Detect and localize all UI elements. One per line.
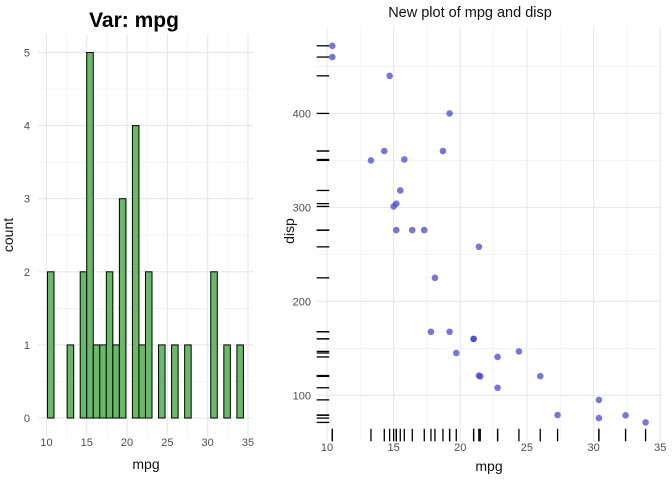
histogram-bar — [158, 344, 166, 419]
scatter-point — [452, 349, 460, 357]
scatter-point — [427, 328, 435, 336]
scatter-point — [642, 419, 649, 426]
scatter-point — [595, 396, 603, 404]
tick-label: 15 — [81, 437, 93, 449]
histogram-panel: 10 15 20 25 30 35 0 1 2 3 4 5 Var: mpg mpg count — [0, 9, 254, 472]
tick-label: 5 — [24, 47, 30, 59]
scatter-point — [439, 147, 447, 155]
histogram-bar — [184, 344, 192, 419]
histogram-y-tick-labels: 0 1 2 3 4 5 — [24, 47, 30, 425]
histogram-bar — [236, 344, 244, 419]
tick-label: 200 — [293, 296, 311, 308]
tick-label: 300 — [293, 202, 311, 214]
scatter-title: New plot of mpg and disp — [388, 5, 552, 21]
histogram-bar — [138, 344, 146, 419]
tick-label: 1 — [24, 340, 30, 352]
scatter-point — [446, 328, 453, 336]
scatter-point — [328, 53, 336, 61]
scatter-point — [536, 372, 544, 380]
scatter-point — [446, 110, 453, 117]
scatter-point — [396, 187, 404, 194]
tick-label: 4 — [24, 121, 30, 133]
tick-label: 25 — [161, 437, 173, 449]
scatter-point — [622, 411, 629, 419]
scatter-point — [390, 203, 397, 210]
tick-label: 35 — [242, 437, 254, 449]
scatter-point — [408, 226, 416, 234]
scatter-point — [494, 353, 501, 361]
histogram-bar — [66, 344, 75, 419]
scatter-point — [515, 348, 523, 355]
tick-label: 10 — [321, 442, 333, 454]
scatter-point — [475, 243, 483, 251]
scatter-point — [595, 414, 603, 422]
scatter-point — [475, 372, 483, 379]
histogram-y-axis-label: count — [0, 218, 16, 252]
scatter-point — [420, 226, 428, 234]
tick-label: 0 — [24, 413, 30, 425]
tick-label: 30 — [202, 437, 214, 449]
scatter-point — [431, 274, 439, 282]
histogram-bar — [105, 271, 114, 419]
scatter-minor-gridlines — [316, 27, 662, 442]
histogram-bar — [210, 271, 218, 419]
scatter-point — [367, 157, 375, 164]
tick-label: 35 — [654, 442, 666, 454]
scatter-y-tick-labels: 100 200 300 400 — [293, 108, 311, 402]
scatter-point — [392, 226, 400, 234]
scatter-panel: 10 15 20 25 30 35 100 200 300 400 New plot of mp… — [281, 5, 666, 474]
histogram-bar — [112, 344, 120, 419]
tick-label: 25 — [521, 442, 533, 454]
histogram-bar — [92, 344, 101, 419]
scatter-points — [328, 42, 649, 426]
scatter-x-axis-label: mpg — [475, 458, 502, 474]
histogram-bar — [223, 344, 231, 419]
scatter-y-axis-label: disp — [281, 218, 297, 244]
tick-label: 2 — [24, 267, 30, 279]
scatter-x-rug — [331, 428, 647, 442]
scatter-x-tick-labels: 10 15 20 25 30 35 — [321, 442, 667, 454]
histogram-bar — [131, 125, 140, 419]
tick-label: 20 — [454, 442, 466, 454]
histogram-bar — [171, 344, 179, 419]
scatter-point — [400, 156, 408, 163]
scatter-point — [380, 147, 388, 155]
tick-label: 15 — [387, 442, 399, 454]
tick-label: 100 — [293, 390, 311, 402]
scatter-major-gridlines — [316, 27, 662, 442]
scatter-point — [494, 384, 501, 392]
tick-label: 3 — [24, 194, 30, 206]
scatter-point — [554, 411, 561, 419]
histogram-bars — [46, 51, 244, 419]
histogram-x-tick-labels: 10 15 20 25 30 35 — [40, 437, 254, 449]
scatter-point — [328, 42, 336, 50]
histogram-x-axis-label: mpg — [132, 456, 159, 472]
histogram-title: Var: mpg — [89, 9, 179, 32]
histogram-bar — [99, 344, 107, 419]
tick-label: 20 — [121, 437, 133, 449]
histogram-bar — [118, 198, 127, 419]
tick-label: 30 — [587, 442, 599, 454]
histogram-bar — [86, 51, 94, 419]
histogram-bar — [46, 271, 55, 419]
tick-label: 400 — [293, 108, 311, 120]
tick-label: 10 — [40, 437, 52, 449]
scatter-y-rug — [316, 45, 330, 424]
histogram-bar — [144, 271, 153, 419]
scatter-point — [470, 335, 477, 343]
scatter-point — [386, 72, 393, 80]
histogram-bar — [79, 271, 88, 419]
